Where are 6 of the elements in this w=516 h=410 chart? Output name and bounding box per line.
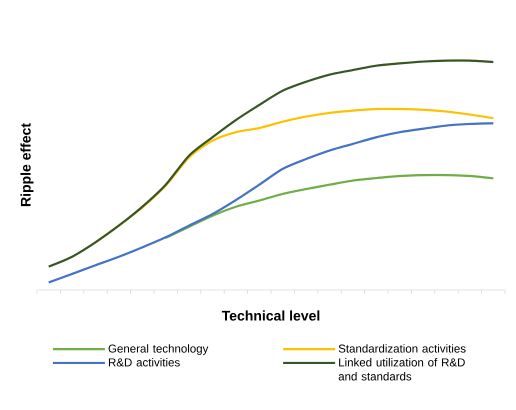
x-axis-title: Technical level [222,310,320,321]
y-axis-title: Ripple effect [20,123,34,206]
legend-label: General technology [108,344,208,355]
legend-label: Linked utilization of R&D and standards [338,358,465,380]
legend-label: R&D activities [108,358,180,366]
legend-label: Standardization activities [338,344,466,353]
